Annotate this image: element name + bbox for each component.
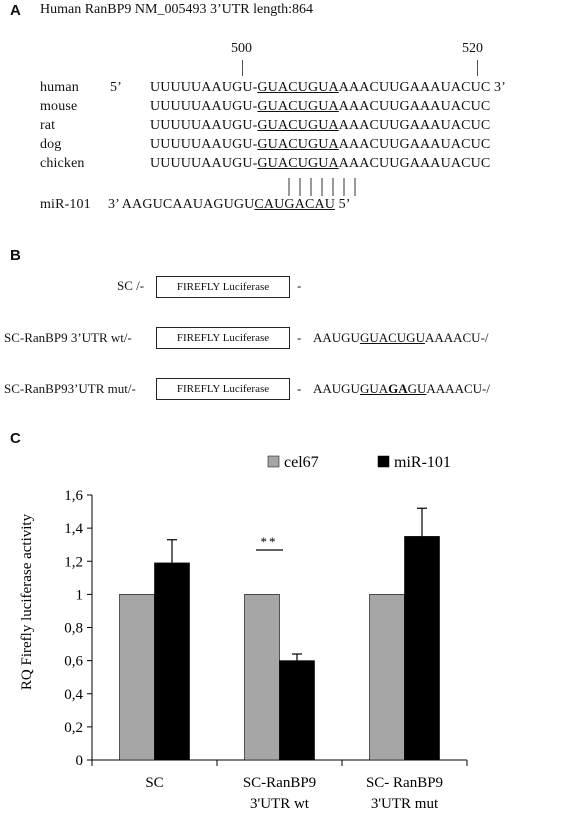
x-category-label: SC: [145, 775, 163, 791]
luciferase-box: FIREFLY Luciferase: [156, 327, 290, 349]
luciferase-box: FIREFLY Luciferase: [156, 378, 290, 400]
bar-chart: RQ Firefly luciferase activity 0 0,2 0,4 0,…: [19, 454, 468, 812]
bar: [279, 660, 315, 761]
construct-tail: -: [297, 381, 302, 396]
species-label: human: [40, 80, 79, 95]
x-category-label: SC- RanBP9: [366, 775, 443, 791]
seq-pre: AAUGU: [313, 381, 360, 396]
sequence-pre: UUUUUAAUGU-: [150, 80, 258, 95]
seq-site-post: GU: [407, 381, 427, 396]
sequence-pre: UUUUUAAUGU-: [150, 118, 258, 133]
luciferase-box: FIREFLY Luciferase: [156, 276, 290, 298]
significance-stars: **: [261, 534, 278, 549]
species-label: mouse: [40, 99, 78, 114]
sequence-post: AAACUUGAAAUACUC: [338, 137, 491, 152]
mirna-row: miR-101 3’ AAGUCAAUAGUGUCAUGACAU 5’: [40, 197, 351, 213]
y-tick-label: 0,4: [64, 687, 83, 703]
bar: [369, 594, 405, 761]
position-500-tick: [242, 60, 243, 76]
construct-name-sc: SC /-: [117, 278, 145, 293]
seq-pre: AAUGU: [313, 330, 360, 345]
y-tick-label: 1,4: [64, 521, 83, 537]
bar: [154, 562, 190, 761]
seq-site-mutated: GA: [388, 381, 408, 396]
y-tick-label: 0,8: [64, 621, 83, 637]
species-label: rat: [40, 118, 56, 133]
legend-swatch: [267, 455, 280, 468]
legend-label: miR-101: [394, 454, 451, 471]
legend-label: cel67: [284, 454, 319, 471]
species-label: dog: [40, 137, 62, 152]
bar: [119, 594, 155, 761]
construct-sequence-mut: AAUGUGUAGAGUAAAACU-/: [313, 381, 490, 397]
seed-site: GUACUGUA: [257, 137, 339, 152]
panel-b-letter: B: [10, 247, 21, 264]
y-tick-label: 0,6: [64, 654, 83, 670]
sequence-post: AAACUUGAAAUACUC: [338, 118, 491, 133]
seq-post: AAAACU-/: [426, 381, 490, 396]
legend-swatch: [377, 455, 390, 468]
y-tick-label: 1,2: [64, 554, 83, 570]
x-category-label: 3'UTR wt: [250, 796, 310, 812]
seed-site: GUACUGUA: [257, 80, 339, 95]
bar: [404, 536, 440, 761]
five-prime-label: 5’: [110, 80, 122, 95]
sequence-post: AAACUUGAAAUACUC: [338, 156, 491, 171]
y-tick-label: 1,6: [64, 488, 83, 504]
y-tick-label: 0,2: [64, 720, 83, 736]
alignment-row-chicken: chicken UUUUUAAUGU-GUACUGUAAAACUUGAAAUACU…: [40, 156, 490, 172]
construct-tail: -: [297, 278, 302, 293]
construct-name-mut: SC-RanBP93’UTR mut/-: [4, 381, 136, 396]
construct-name-wt: SC-RanBP9 3’UTR wt/-: [4, 330, 132, 345]
construct-tail: -: [297, 330, 302, 345]
sequence-pre: UUUUUAAUGU-: [150, 137, 258, 152]
sequence-post: AAACUUGAAAUACUC: [338, 80, 491, 95]
y-tick-label: 1: [76, 587, 84, 603]
seed-site: GUACUGUA: [257, 99, 339, 114]
panel-a-header: Human RanBP9 NM_005493 3’UTR length:864: [40, 2, 313, 17]
seed-site: GUACUGUA: [257, 118, 339, 133]
y-axis-label: RQ Firefly luciferase activity: [19, 513, 35, 690]
mirna-sequence-pre: 3’ AAGUCAAUAGUGU: [108, 197, 255, 212]
mirna-sequence-post: 5’: [334, 197, 351, 212]
alignment-row-rat: rat UUUUUAAUGU-GUACUGUAAAACUUGAAAUACUC: [40, 118, 490, 134]
three-prime-label: 3’: [490, 80, 506, 95]
construct-sequence-wt: AAUGUGUACUGUAAAACU-/: [313, 330, 489, 346]
panel-a-letter: A: [10, 2, 21, 19]
sequence-post: AAACUUGAAAUACUC: [338, 99, 491, 114]
sequence-pre: UUUUUAAUGU-: [150, 156, 258, 171]
seq-post: AAAACU-/: [424, 330, 489, 345]
position-520-label: 520: [462, 41, 483, 56]
bar: [244, 594, 280, 761]
alignment-row-human: human 5’ UUUUUAAUGU-GUACUGUAAAACUUGAAAUACU…: [40, 80, 506, 96]
seq-site: GUA: [359, 381, 389, 396]
base-pair-lines: [288, 178, 368, 196]
y-tick-label: 0: [76, 753, 84, 769]
seed-site: GUACUGUA: [257, 156, 339, 171]
position-520-tick: [477, 60, 478, 76]
seq-site: GUACUGU: [359, 330, 425, 345]
species-label: chicken: [40, 156, 85, 171]
sequence-pre: UUUUUAAUGU-: [150, 99, 258, 114]
alignment-row-dog: dog UUUUUAAUGU-GUACUGUAAAACUUGAAAUACUC: [40, 137, 490, 153]
alignment-row-mouse: mouse UUUUUAAUGU-GUACUGUAAAACUUGAAAUACUC: [40, 99, 490, 115]
position-500-label: 500: [231, 41, 252, 56]
x-category-label: SC-RanBP9: [243, 775, 316, 791]
mirna-seed: CAUGACAU: [254, 197, 335, 212]
base-pair-lines-svg: [288, 178, 356, 196]
x-category-label: 3'UTR mut: [371, 796, 439, 812]
panel-c-letter: C: [10, 430, 21, 447]
mirna-label: miR-101: [40, 197, 91, 212]
